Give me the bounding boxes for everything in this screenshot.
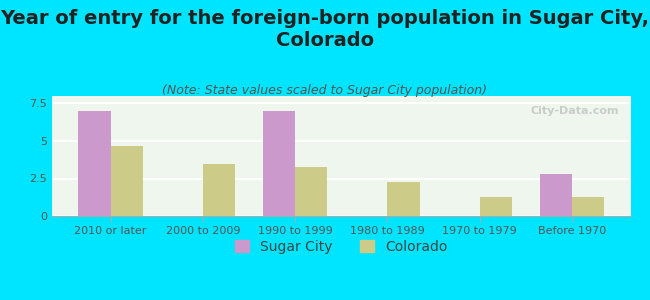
Bar	[78, 111, 111, 216]
Bar	[540, 174, 572, 216]
Bar	[387, 182, 420, 216]
Bar	[572, 196, 604, 216]
Text: City-Data.com: City-Data.com	[530, 106, 619, 116]
Bar	[295, 167, 328, 216]
Bar	[203, 164, 235, 216]
Bar	[263, 111, 295, 216]
Text: (Note: State values scaled to Sugar City population): (Note: State values scaled to Sugar City…	[162, 84, 488, 97]
Text: Year of entry for the foreign-born population in Sugar City,
Colorado: Year of entry for the foreign-born popul…	[1, 9, 649, 50]
Legend: Sugar City, Colorado: Sugar City, Colorado	[229, 234, 453, 260]
Bar	[111, 146, 143, 216]
Bar	[480, 196, 512, 216]
